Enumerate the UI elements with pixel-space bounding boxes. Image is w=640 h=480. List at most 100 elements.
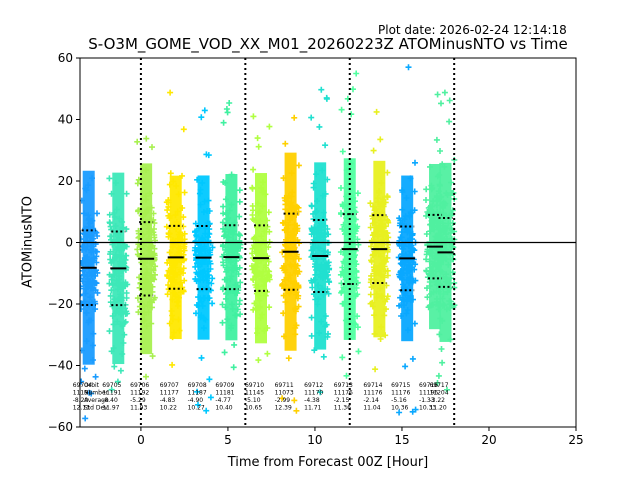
y-tick-label-20: 20 xyxy=(58,174,73,188)
orbit-scatter-69705 xyxy=(106,172,131,393)
stat-69716-2: -1.33 xyxy=(419,397,435,404)
stat-row-label-3: Std Dev xyxy=(84,405,108,412)
orbit-scatter-69707 xyxy=(163,89,188,368)
x-tick-label-0: 0 xyxy=(137,433,145,447)
stat-69708-0: 69708 xyxy=(188,382,207,389)
stat-69705-1: 11191 xyxy=(102,390,121,397)
stat-69710-1: 11145 xyxy=(245,390,264,397)
x-tick-label-20: 20 xyxy=(481,433,496,447)
axes-layer: 0 5 10 15 20 25−60−40−2002040606970411191-8.2… xyxy=(48,51,584,447)
y-tick-label--40: −40 xyxy=(48,359,73,373)
stat-69712-3: 11.71 xyxy=(304,405,321,412)
stat-69717-2: -3.22 xyxy=(429,397,445,404)
stat-69714-0: 69714 xyxy=(363,382,382,389)
stat-69706-3: 11.93 xyxy=(130,405,147,412)
stat-69711-1: 11073 xyxy=(275,390,294,397)
orbit-scatter-69708 xyxy=(191,107,216,414)
stat-69710-0: 69710 xyxy=(245,382,264,389)
stat-row-label-1: Number xyxy=(84,390,109,397)
stat-69704-2: -8.20 xyxy=(73,397,89,404)
stat-69714-3: 11.04 xyxy=(363,405,380,412)
plot-date: Plot date: 2026-02-24 12:14:18 xyxy=(378,23,567,37)
x-tick-label-5: 5 xyxy=(224,433,232,447)
stat-69704-0: 69704 xyxy=(73,382,92,389)
orbit-points-69717 xyxy=(433,89,458,393)
stat-69711-0: 69711 xyxy=(275,382,294,389)
stat-69710-2: -5.10 xyxy=(245,397,261,404)
stat-69709-3: 10.40 xyxy=(215,405,232,412)
y-tick-label-0: 0 xyxy=(65,236,73,250)
orbit-scatter-69715 xyxy=(395,64,419,416)
stat-69716-0: 69716 xyxy=(419,382,438,389)
orbit-points-69715 xyxy=(395,64,419,416)
orbit-scatter-69706 xyxy=(134,135,159,380)
stat-69715-0: 69715 xyxy=(391,382,410,389)
stat-69706-2: -5.29 xyxy=(130,397,146,404)
stat-69712-0: 69712 xyxy=(304,382,323,389)
stat-69709-2: -4.77 xyxy=(215,397,231,404)
stat-69712-2: -4.38 xyxy=(304,397,320,404)
stat-69705-0: 69705 xyxy=(102,382,121,389)
stat-69714-1: 11176 xyxy=(363,390,382,397)
stat-69717-1: 11204 xyxy=(429,390,448,397)
orbit-scatter-69711 xyxy=(279,114,303,414)
stat-69704-1: 11191 xyxy=(73,390,92,397)
stat-69708-1: 11187 xyxy=(188,390,207,397)
stat-69713-0: 69713 xyxy=(334,382,353,389)
orbit-points-69711 xyxy=(279,114,303,414)
stat-69706-0: 69706 xyxy=(130,382,149,389)
orbit-points-69709 xyxy=(219,100,244,371)
y-tick-label-40: 40 xyxy=(58,113,73,127)
stat-69704-3: 12.13 xyxy=(73,405,90,412)
orbit-points-69712 xyxy=(308,86,333,396)
x-tick-label-10: 10 xyxy=(307,433,322,447)
orbit-points-69713 xyxy=(337,70,362,379)
stat-row-label-2: Average xyxy=(84,397,109,404)
stat-69713-2: -2.15 xyxy=(334,397,350,404)
x-axis-label: Time from Forecast 00Z [Hour] xyxy=(227,455,429,470)
stat-69717-3: 11.20 xyxy=(429,405,446,412)
stat-69708-2: -4.90 xyxy=(188,397,204,404)
stat-69712-1: 11170 xyxy=(304,390,323,397)
y-tick-label--60: −60 xyxy=(48,420,73,434)
stat-69716-3: 10.33 xyxy=(419,405,436,412)
stat-69707-0: 69707 xyxy=(160,382,179,389)
stat-69713-3: 11.36 xyxy=(334,405,351,412)
stat-69715-2: -5.16 xyxy=(391,397,407,404)
stat-69714-2: -2.14 xyxy=(363,397,379,404)
stat-69707-3: 10.22 xyxy=(160,405,177,412)
y-axis-label: ATOMinusNTO xyxy=(20,195,36,289)
stat-row-label-0: Orbit xyxy=(84,382,100,389)
stat-69713-1: 11176 xyxy=(334,390,353,397)
orbit-scatter-69717 xyxy=(433,89,458,393)
orbit-scatter-69710 xyxy=(249,113,273,364)
x-tick-label-25: 25 xyxy=(568,433,583,447)
stat-69707-1: 11177 xyxy=(160,390,179,397)
orbit-points-69710 xyxy=(249,113,273,364)
y-tick-label--20: −20 xyxy=(48,297,73,311)
stat-69705-3: 11.97 xyxy=(102,405,119,412)
chart-title: S-O3M_GOME_VOD_XX_M01_20260223Z ATOMinus… xyxy=(88,35,568,53)
stat-69710-3: 10.65 xyxy=(245,405,262,412)
stat-69716-1: 11196 xyxy=(419,390,438,397)
orbit-points-69714 xyxy=(367,108,392,373)
stat-69717-0: 69717 xyxy=(429,382,448,389)
orbit-scatter-69712 xyxy=(308,86,333,396)
stat-69711-2: -2.99 xyxy=(275,397,291,404)
orbit-scatter-69709 xyxy=(219,100,244,371)
